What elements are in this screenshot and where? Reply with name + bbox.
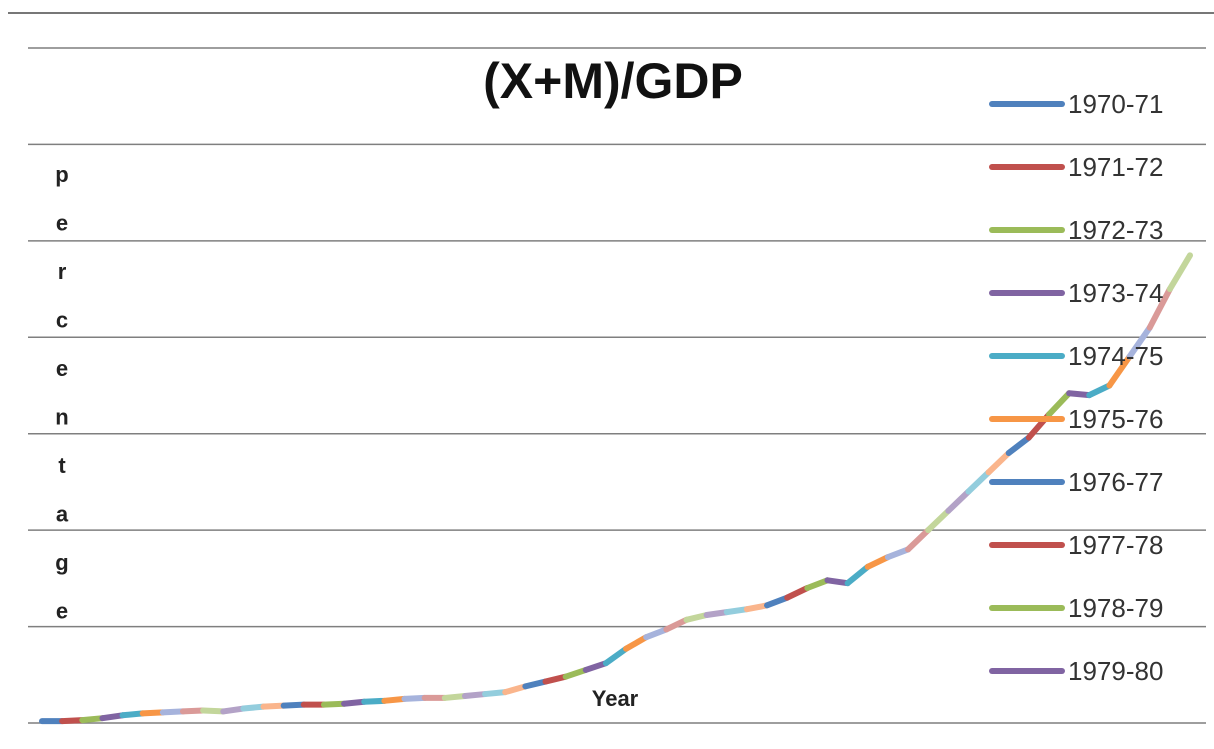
line-segment	[320, 700, 348, 708]
line-segment	[985, 450, 1012, 476]
legend-label: 1976-77	[1068, 467, 1163, 497]
legend-item: 1971-72	[989, 152, 1163, 182]
line-segment	[864, 554, 891, 570]
line-segment	[1046, 390, 1073, 418]
line-segment	[764, 594, 791, 609]
line-segment	[824, 577, 851, 587]
line-segment	[79, 715, 106, 724]
legend: 1970-71 1971-72 1972-73 1973-74 1974-75 1975-…	[989, 89, 1163, 686]
line-segment	[99, 712, 126, 722]
line-segment	[260, 702, 287, 710]
line-segment	[280, 701, 307, 709]
series-line	[39, 252, 1193, 725]
line-segment	[844, 563, 871, 587]
line-segment	[522, 678, 549, 690]
line-segment	[220, 705, 247, 715]
legend-label: 1974-75	[1068, 341, 1163, 371]
line-segment	[240, 703, 267, 712]
line-segment	[663, 616, 690, 633]
line-segment	[441, 693, 468, 701]
legend-label: 1978-79	[1068, 593, 1163, 623]
y-axis-label-letter: r	[58, 259, 67, 284]
gridlines	[28, 47, 1206, 724]
y-axis-label-letter: t	[58, 453, 66, 478]
line-segment	[542, 673, 569, 685]
legend-item: 1976-77	[989, 467, 1163, 497]
line-segment	[401, 694, 428, 702]
legend-item: 1978-79	[989, 593, 1163, 623]
line-segment	[945, 488, 972, 514]
legend-label: 1979-80	[1068, 656, 1163, 686]
line-segment	[381, 695, 408, 704]
line-segment	[1005, 434, 1032, 456]
legend-label: 1970-71	[1068, 89, 1163, 119]
line-segment	[804, 577, 831, 591]
line-segment	[1126, 324, 1153, 360]
y-axis-label-letter: e	[56, 599, 68, 624]
legend-item: 1979-80	[989, 656, 1163, 686]
line-segment	[784, 585, 811, 601]
line-segment	[884, 546, 912, 561]
line-segment	[502, 683, 529, 696]
legend-label: 1971-72	[1068, 152, 1163, 182]
legend-label: 1972-73	[1068, 215, 1163, 245]
line-segment	[200, 707, 227, 715]
line-segment	[1066, 390, 1093, 399]
line-segment	[361, 697, 388, 705]
line-segment	[925, 507, 952, 534]
line-segment	[119, 710, 146, 719]
line-segment	[905, 527, 932, 553]
line-segment	[341, 698, 368, 707]
legend-item: 1977-78	[989, 530, 1163, 560]
y-axis-label-letter: n	[55, 405, 68, 430]
line-segment	[461, 691, 489, 699]
line-segment	[965, 469, 992, 495]
y-axis-label-letter: c	[56, 308, 68, 333]
line-segment	[482, 689, 509, 698]
line-segment	[179, 707, 207, 715]
y-axis-label-letter: e	[56, 211, 68, 236]
line-segment	[139, 709, 166, 717]
line-segment	[59, 717, 86, 725]
y-axis-label-letter: e	[56, 356, 68, 381]
y-axis-label-letter: g	[55, 550, 68, 575]
y-axis-label-letter: p	[55, 162, 68, 187]
line-segment	[1166, 252, 1193, 293]
line-segment	[683, 612, 710, 623]
legend-label: 1977-78	[1068, 530, 1163, 560]
line-segment	[643, 626, 670, 641]
legend-label: 1975-76	[1068, 404, 1163, 434]
y-axis-label-letter: a	[56, 502, 69, 527]
line-segment	[562, 666, 589, 680]
legend-item: 1972-73	[989, 215, 1163, 245]
x-axis-label: Year	[592, 686, 639, 711]
line-segment	[723, 606, 750, 616]
legend-item: 1974-75	[989, 341, 1163, 371]
legend-item: 1970-71	[989, 89, 1163, 119]
line-segment	[602, 645, 630, 667]
line-segment	[703, 609, 730, 618]
chart-title: (X+M)/GDP	[483, 53, 743, 109]
line-segment	[159, 708, 186, 716]
line-segment	[1086, 382, 1113, 399]
line-segment	[623, 634, 650, 652]
line-segment	[1106, 353, 1133, 389]
legend-item: 1975-76	[989, 404, 1163, 434]
line-segment	[582, 660, 609, 673]
legend-item: 1973-74	[989, 278, 1163, 308]
line-segment	[1146, 286, 1173, 331]
line-segment	[743, 602, 771, 613]
legend-label: 1973-74	[1068, 278, 1163, 308]
